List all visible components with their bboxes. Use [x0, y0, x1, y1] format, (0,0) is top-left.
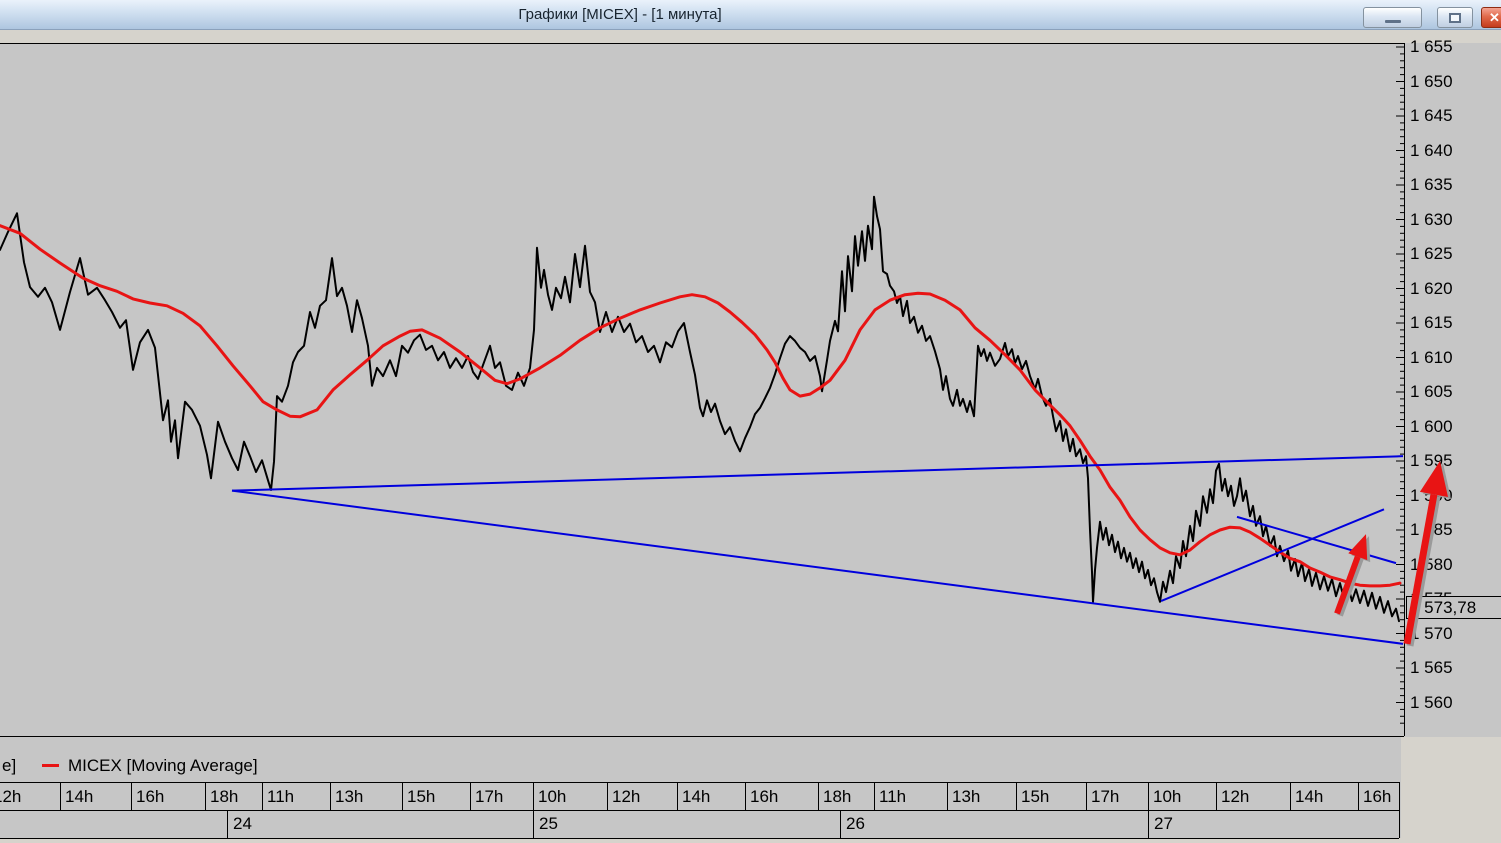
- time-cell-label: 18h: [823, 787, 852, 806]
- time-cell-label: 15h: [407, 787, 436, 806]
- price-tick-label: 1 605: [1410, 382, 1453, 401]
- time-cell-label: 16h: [750, 787, 779, 806]
- time-cell-label: 10h: [1153, 787, 1182, 806]
- maximize-button[interactable]: [1437, 7, 1473, 28]
- current-price-badge: 1 573,78: [1406, 596, 1501, 619]
- date-label: 26: [846, 814, 865, 833]
- minimize-icon: [1384, 20, 1401, 23]
- close-button[interactable]: ✕: [1481, 7, 1501, 28]
- close-icon: ✕: [1489, 10, 1500, 25]
- maximize-icon: [1449, 12, 1461, 23]
- price-tick-label: 1 590: [1410, 485, 1453, 505]
- price-tick-label: 1 595: [1410, 451, 1453, 470]
- price-tick-label: 1 640: [1410, 140, 1453, 160]
- title-bar[interactable]: Графики [MICEX] - [1 минута] ✕: [0, 0, 1501, 30]
- time-cell-label: 10h: [538, 787, 567, 806]
- time-cell-label: 12h: [0, 787, 22, 806]
- time-cell-label: 16h: [136, 787, 165, 806]
- time-cell-label: 14h: [1295, 787, 1324, 806]
- legend-ma-swatch: [42, 764, 59, 767]
- price-tick-label: 1 635: [1410, 175, 1453, 194]
- price-tick-label: 1 650: [1410, 71, 1453, 91]
- price-tick-label: 1 630: [1410, 209, 1453, 229]
- price-tick-label: 1 610: [1410, 347, 1453, 367]
- time-cell-label: 13h: [952, 787, 981, 806]
- price-tick-label: 1 655: [1410, 37, 1453, 56]
- price-tick-label: 1 645: [1410, 106, 1453, 125]
- time-cell-label: 14h: [682, 787, 711, 806]
- time-cell-label: 12h: [1221, 787, 1250, 806]
- bottom-right-filler: [1401, 737, 1501, 838]
- legend-ma-label: MICEX [Moving Average]: [68, 756, 258, 775]
- price-tick-label: 1 625: [1410, 244, 1453, 263]
- date-label: 27: [1154, 814, 1173, 833]
- price-tick-label: 1 560: [1410, 692, 1453, 712]
- price-tick-label: 1 565: [1410, 658, 1453, 677]
- time-cell-label: 16h: [1363, 787, 1392, 806]
- price-tick-label: 1 570: [1410, 623, 1453, 643]
- time-cell-label: 15h: [1021, 787, 1050, 806]
- time-cell-label: 13h: [335, 787, 364, 806]
- time-cell-label: 17h: [475, 787, 504, 806]
- time-cell-label: 18h: [210, 787, 239, 806]
- minimize-button[interactable]: [1363, 7, 1422, 28]
- window-title: Графики [MICEX] - [1 минута]: [518, 6, 722, 23]
- price-tick-label: 1 620: [1410, 278, 1453, 298]
- price-tick-label: 1 580: [1410, 554, 1453, 574]
- time-cell-label: 12h: [612, 787, 641, 806]
- date-label: 24: [233, 814, 252, 833]
- time-cell-label: 11h: [879, 787, 907, 806]
- price-tick-label: 1 615: [1410, 313, 1453, 332]
- price-tick-label: 1 585: [1410, 520, 1453, 539]
- date-label: 25: [539, 814, 558, 833]
- legend-clipped-label: e]: [2, 756, 17, 775]
- price-tick-label: 1 600: [1410, 416, 1453, 436]
- time-cell-label: 11h: [267, 787, 295, 806]
- time-cell-label: 14h: [65, 787, 94, 806]
- time-cell-label: 17h: [1091, 787, 1120, 806]
